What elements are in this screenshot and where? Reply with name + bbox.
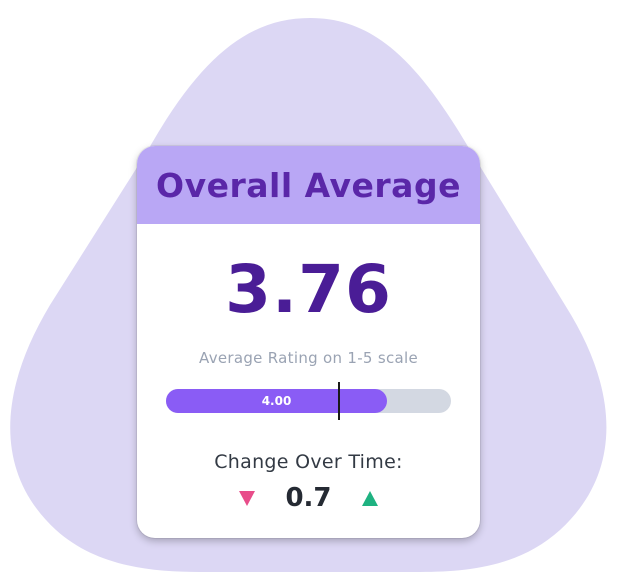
change-over-time-row: 0.7	[137, 482, 480, 514]
triangle-down-icon	[239, 490, 256, 506]
overall-average-card: Overall Average 3.76 Average Rating on 1…	[137, 146, 480, 538]
change-value: 0.7	[285, 483, 332, 513]
rating-marker	[338, 382, 340, 420]
average-value: 3.76	[225, 251, 392, 328]
benchmark-label: 4.00	[261, 394, 292, 408]
average-subtitle: Average Rating on 1-5 scale	[199, 349, 418, 367]
rating-bar-track: 4.00	[166, 382, 451, 420]
rating-bar-fill: 4.00	[166, 389, 387, 413]
card-title: Overall Average	[156, 165, 461, 205]
triangle-up-icon	[361, 490, 378, 506]
card-header: Overall Average	[137, 146, 480, 224]
change-over-time-label: Change Over Time:	[214, 451, 403, 473]
